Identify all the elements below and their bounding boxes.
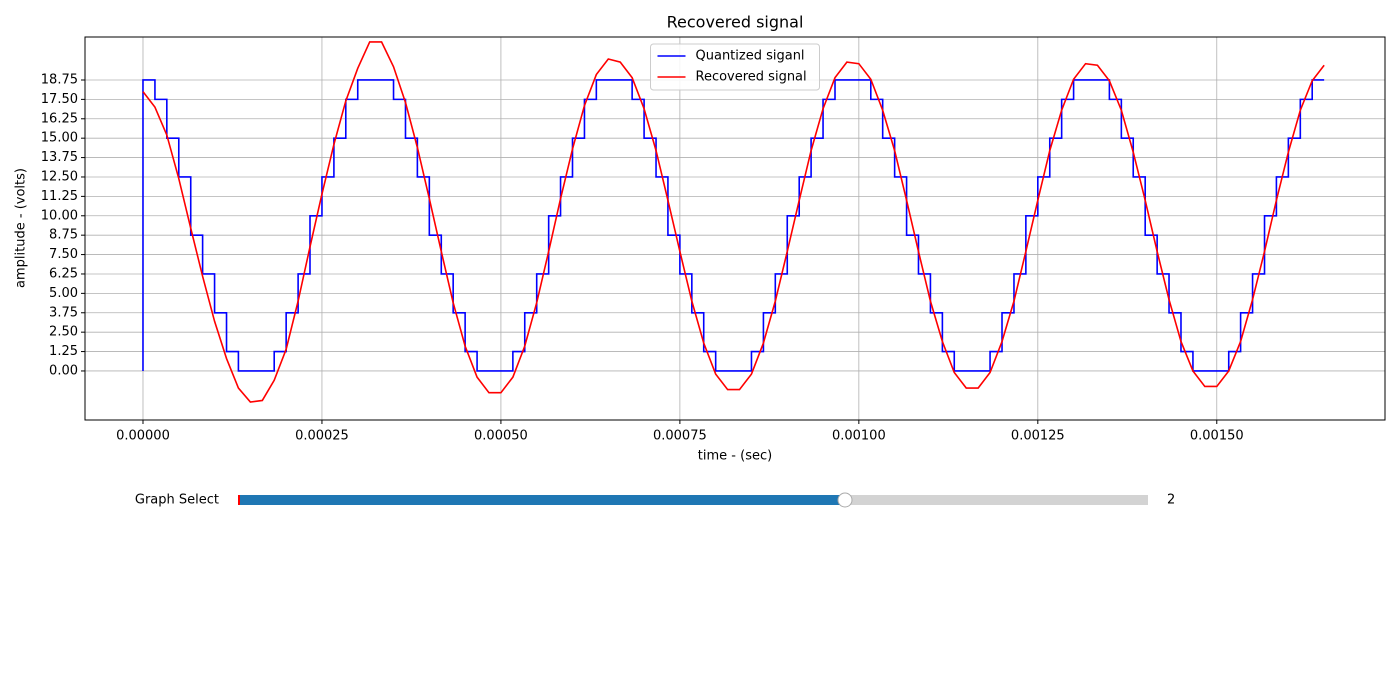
chart-title: Recovered signal <box>667 13 804 32</box>
series-line <box>142 41 1325 403</box>
y-tick-label: 8.75 <box>49 228 78 243</box>
x-axis-label: time - (sec) <box>698 449 772 464</box>
y-axis-label: amplitude - (volts) <box>14 168 29 288</box>
plot-frame <box>84 36 1386 421</box>
y-tick-label: 2.50 <box>49 325 78 340</box>
y-tick-label: 18.75 <box>41 72 78 87</box>
slider-label: Graph Select <box>135 493 219 508</box>
x-tick-label: 0.00100 <box>832 429 886 444</box>
y-tick-label: 1.25 <box>49 344 78 359</box>
y-tick-label: 0.00 <box>49 363 78 378</box>
y-tick-label: 15.00 <box>41 131 78 146</box>
x-tick-label: 0.00125 <box>1011 429 1065 444</box>
y-tick-label: 11.25 <box>41 189 78 204</box>
slider-value: 2 <box>1167 493 1175 508</box>
y-tick-label: 3.75 <box>49 305 78 320</box>
x-tick-label: 0.00000 <box>116 429 170 444</box>
y-tick-label: 17.50 <box>41 92 78 107</box>
x-tick-label: 0.00050 <box>474 429 528 444</box>
y-tick-label: 6.25 <box>49 266 78 281</box>
x-tick-label: 0.00025 <box>295 429 349 444</box>
y-tick-label: 7.50 <box>49 247 78 262</box>
y-tick-label: 13.75 <box>41 150 78 165</box>
legend-label: Recovered signal <box>696 70 807 85</box>
slider-fill <box>239 495 845 505</box>
x-tick-label: 0.00150 <box>1190 429 1244 444</box>
x-tick-label: 0.00075 <box>653 429 707 444</box>
y-tick-label: 5.00 <box>49 286 78 301</box>
y-tick-label: 10.00 <box>41 208 78 223</box>
slider-handle[interactable] <box>837 492 853 508</box>
legend-box <box>650 43 820 91</box>
legend-label: Quantized siganl <box>696 49 805 64</box>
y-tick-label: 16.25 <box>41 111 78 126</box>
y-tick-label: 12.50 <box>41 169 78 184</box>
series-line <box>142 79 1325 372</box>
